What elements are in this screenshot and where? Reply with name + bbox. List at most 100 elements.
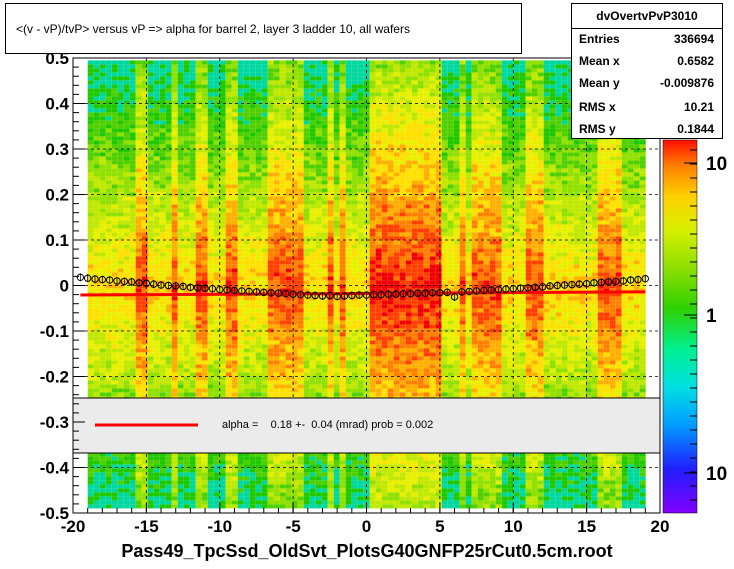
heatmap-cell xyxy=(129,300,136,305)
heatmap-cell xyxy=(219,88,226,93)
heatmap-cell xyxy=(171,504,178,509)
heatmap-cell xyxy=(117,124,124,129)
heatmap-cell xyxy=(87,480,94,485)
heatmap-cell xyxy=(219,316,226,321)
heatmap-cell xyxy=(231,88,238,93)
heatmap-cell xyxy=(207,64,214,69)
heatmap-cell xyxy=(189,136,196,141)
heatmap-cell xyxy=(321,384,328,389)
heatmap-cell xyxy=(195,76,202,81)
heatmap-cell xyxy=(285,220,292,225)
heatmap-cell xyxy=(249,152,256,157)
heatmap-cell xyxy=(183,492,190,497)
heatmap-cell xyxy=(279,284,286,289)
heatmap-cell xyxy=(231,504,238,509)
heatmap-cell xyxy=(87,488,94,493)
heatmap-cell xyxy=(321,100,328,105)
heatmap-cell xyxy=(213,472,220,477)
heatmap-cell xyxy=(159,308,166,313)
heatmap-cell xyxy=(321,92,328,97)
heatmap-cell xyxy=(315,192,322,197)
heatmap-cell xyxy=(141,228,148,233)
heatmap-cell xyxy=(117,360,124,365)
heatmap-cell xyxy=(345,328,352,333)
heatmap-cell xyxy=(189,312,196,317)
heatmap-cell xyxy=(285,328,292,333)
heatmap-cell xyxy=(213,128,220,133)
heatmap-cell xyxy=(279,164,286,169)
heatmap-cell xyxy=(327,128,334,133)
heatmap-cell xyxy=(225,72,232,77)
heatmap-cell xyxy=(255,192,262,197)
heatmap-cell xyxy=(267,284,274,289)
heatmap-cell xyxy=(237,384,244,389)
heatmap-cell xyxy=(177,304,184,309)
heatmap-cell xyxy=(195,212,202,217)
heatmap-cell xyxy=(87,252,94,257)
heatmap-cell xyxy=(279,496,286,501)
heatmap-cell xyxy=(339,72,346,77)
heatmap-cell xyxy=(123,392,130,397)
heatmap-cell xyxy=(105,88,112,93)
heatmap-cell xyxy=(213,352,220,357)
heatmap-cell xyxy=(249,240,256,245)
heatmap-cell xyxy=(153,332,160,337)
heatmap-cell xyxy=(231,152,238,157)
heatmap-cell xyxy=(255,76,262,81)
heatmap-cell xyxy=(165,480,172,485)
heatmap-cell xyxy=(183,240,190,245)
heatmap-cell xyxy=(279,248,286,253)
heatmap-cell xyxy=(117,492,124,497)
heatmap-cell xyxy=(93,272,100,277)
heatmap-cell xyxy=(225,176,232,181)
heatmap-cell xyxy=(111,176,118,181)
heatmap-cell xyxy=(321,320,328,325)
heatmap-cell xyxy=(147,64,154,69)
heatmap-cell xyxy=(159,128,166,133)
heatmap-cell xyxy=(177,164,184,169)
heatmap-cell xyxy=(273,144,280,149)
heatmap-cell xyxy=(135,120,142,125)
heatmap-cell xyxy=(243,100,250,105)
heatmap-cell xyxy=(315,504,322,509)
heatmap-cell xyxy=(255,208,262,213)
heatmap-cell xyxy=(261,100,268,105)
heatmap-cell xyxy=(249,500,256,505)
heatmap-cell xyxy=(255,456,262,461)
heatmap-cell xyxy=(291,276,298,281)
heatmap-cell xyxy=(279,272,286,277)
heatmap-cell xyxy=(327,232,334,237)
heatmap-cell xyxy=(219,132,226,137)
heatmap-cell xyxy=(231,184,238,189)
heatmap-cell xyxy=(297,492,304,497)
heatmap-cell xyxy=(189,452,196,457)
heatmap-cell xyxy=(147,116,154,121)
heatmap-cell xyxy=(285,484,292,489)
heatmap-cell xyxy=(231,356,238,361)
heatmap-cell xyxy=(123,212,130,217)
heatmap-cell xyxy=(129,124,136,129)
heatmap-cell xyxy=(189,124,196,129)
heatmap-cell xyxy=(153,336,160,341)
heatmap-cell xyxy=(135,160,142,165)
heatmap-cell xyxy=(135,240,142,245)
heatmap-cell xyxy=(297,224,304,229)
heatmap-cell xyxy=(123,328,130,333)
heatmap-cell xyxy=(141,104,148,109)
heatmap-cell xyxy=(279,220,286,225)
heatmap-cell xyxy=(261,384,268,389)
heatmap-cell xyxy=(327,228,334,233)
heatmap-cell xyxy=(255,168,262,173)
heatmap-cell xyxy=(249,68,256,73)
heatmap-cell xyxy=(261,260,268,265)
heatmap-cell xyxy=(261,332,268,337)
heatmap-cell xyxy=(99,328,106,333)
heatmap-cell xyxy=(231,160,238,165)
heatmap-cell xyxy=(231,168,238,173)
heatmap-cell xyxy=(105,84,112,89)
heatmap-cell xyxy=(243,152,250,157)
heatmap-cell xyxy=(123,200,130,205)
heatmap-cell xyxy=(189,164,196,169)
heatmap-cell xyxy=(183,196,190,201)
heatmap-cell xyxy=(87,312,94,317)
